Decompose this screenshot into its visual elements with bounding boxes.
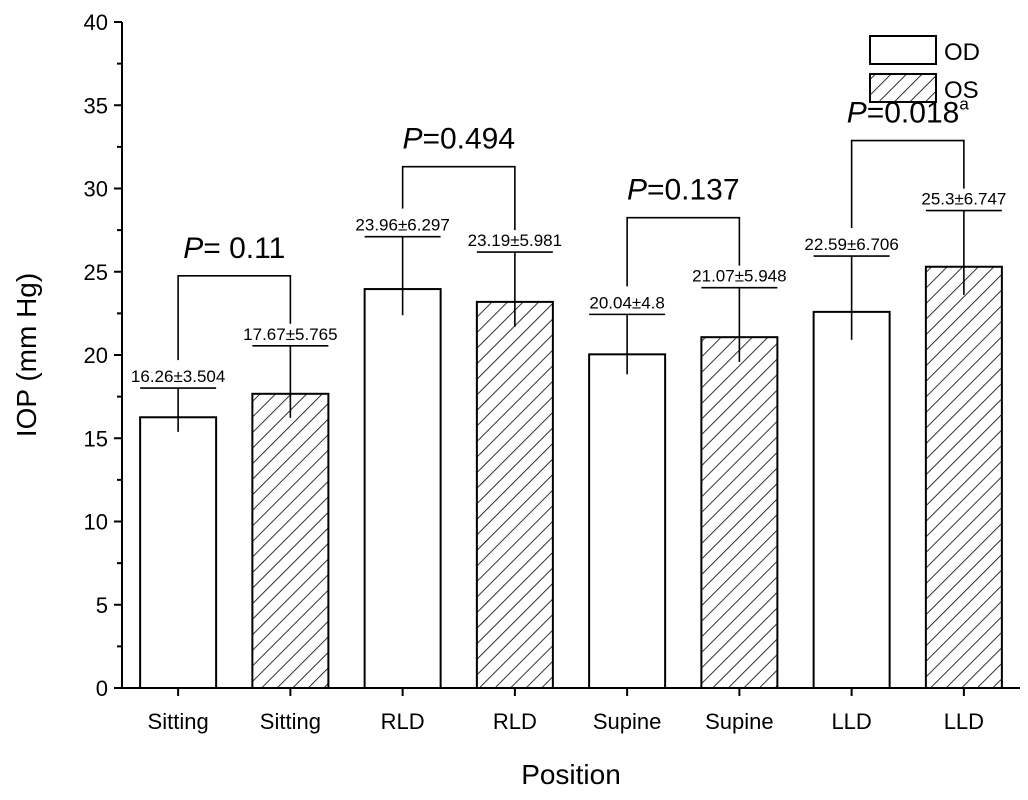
y-tick-label: 35 <box>84 93 108 118</box>
legend-swatch-os <box>869 73 937 103</box>
x-tick-label: LLD <box>831 709 871 734</box>
y-tick-label: 10 <box>84 510 108 535</box>
data-label: 16.26±3.504 <box>131 367 225 386</box>
y-tick-label: 25 <box>84 260 108 285</box>
x-tick-label: RLD <box>381 709 425 734</box>
y-tick-label: 5 <box>96 593 108 618</box>
bar-os <box>251 392 330 689</box>
x-tick-label: Supine <box>705 709 774 734</box>
x-axis-title: Position <box>521 759 621 790</box>
data-label: 20.04±4.8 <box>589 293 665 312</box>
data-label: 23.96±6.297 <box>355 216 449 235</box>
significance-bracket <box>401 165 516 231</box>
error-bars-layer <box>140 209 1002 432</box>
legend: OD OS <box>869 35 980 104</box>
significance-bracket <box>177 275 292 361</box>
data-labels-layer: 16.26±3.504 17.67±5.765 23.96±6.297 23.19±5… <box>131 190 1006 387</box>
legend-label-od: OD <box>944 39 980 66</box>
bar-os <box>475 300 554 689</box>
x-tick-label: LLD <box>944 709 984 734</box>
data-label: 23.19±5.981 <box>468 231 562 250</box>
p-value-label: P=0.494 <box>402 123 515 156</box>
bar-od <box>139 416 218 689</box>
significance-bracket <box>626 216 741 287</box>
x-tick-label: RLD <box>493 709 537 734</box>
data-label: 21.07±5.948 <box>692 267 786 286</box>
y-tick-label: 40 <box>84 10 108 35</box>
bar-os <box>924 265 1003 689</box>
y-tick-label: 0 <box>96 676 108 701</box>
legend-label-os: OS <box>944 77 979 104</box>
y-axis-title: IOP (mm Hg) <box>11 273 42 437</box>
significance-bracket <box>850 139 965 229</box>
x-tick-label: Sitting <box>260 709 321 734</box>
legend-swatch-od <box>869 35 937 65</box>
x-tick-label: Supine <box>593 709 662 734</box>
data-label: 25.3±6.747 <box>921 190 1006 209</box>
bars-layer <box>139 265 1003 689</box>
bar-od <box>588 353 667 689</box>
bar-od <box>363 288 442 689</box>
data-label: 17.67±5.765 <box>243 325 337 344</box>
y-tick-label: 30 <box>84 177 108 202</box>
x-tick-label: Sitting <box>148 709 209 734</box>
bar-od <box>812 310 891 689</box>
data-label: 22.59±6.706 <box>804 235 898 254</box>
y-tick-label: 20 <box>84 343 108 368</box>
bar-os <box>700 336 779 689</box>
y-tick-label: 15 <box>84 426 108 451</box>
p-value-label: P=0.137 <box>627 174 740 207</box>
p-value-label: P= 0.11 <box>183 232 285 265</box>
